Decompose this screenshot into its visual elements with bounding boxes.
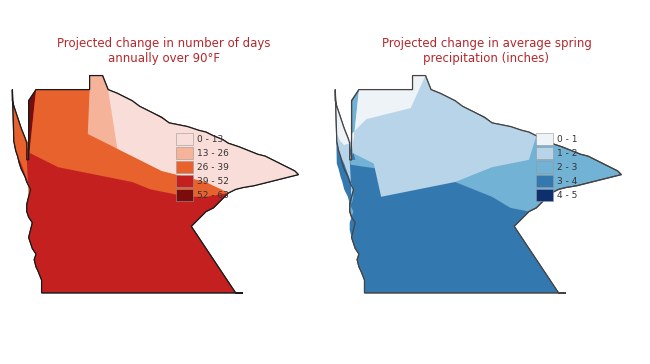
- Polygon shape: [536, 175, 553, 187]
- Polygon shape: [88, 76, 235, 193]
- Polygon shape: [177, 189, 193, 201]
- Title: Projected change in average spring
precipitation (inches): Projected change in average spring preci…: [382, 37, 592, 65]
- Text: 0 - 1: 0 - 1: [556, 135, 577, 144]
- Polygon shape: [108, 90, 298, 193]
- Polygon shape: [536, 189, 553, 201]
- Text: 1 - 2: 1 - 2: [556, 149, 577, 158]
- Polygon shape: [12, 76, 298, 293]
- Title: Projected change in number of days
annually over 90°F: Projected change in number of days annua…: [57, 37, 270, 65]
- Text: 13 - 26: 13 - 26: [197, 149, 229, 158]
- Text: 4 - 5: 4 - 5: [556, 191, 577, 200]
- Polygon shape: [335, 90, 566, 293]
- Polygon shape: [536, 147, 553, 159]
- Polygon shape: [177, 147, 193, 159]
- Text: 2 - 3: 2 - 3: [556, 163, 577, 172]
- Polygon shape: [335, 76, 536, 197]
- Text: 26 - 39: 26 - 39: [197, 163, 229, 172]
- Polygon shape: [12, 76, 298, 293]
- Polygon shape: [177, 161, 193, 173]
- Polygon shape: [177, 175, 193, 187]
- Polygon shape: [536, 161, 553, 173]
- Polygon shape: [12, 76, 235, 197]
- Text: 3 - 4: 3 - 4: [556, 177, 577, 186]
- Text: 0 - 13: 0 - 13: [197, 135, 223, 144]
- Polygon shape: [177, 133, 193, 145]
- Text: 52 - 63: 52 - 63: [197, 191, 229, 200]
- Polygon shape: [335, 76, 621, 293]
- Polygon shape: [536, 133, 553, 145]
- Text: 39 - 52: 39 - 52: [197, 177, 229, 186]
- Polygon shape: [335, 76, 426, 160]
